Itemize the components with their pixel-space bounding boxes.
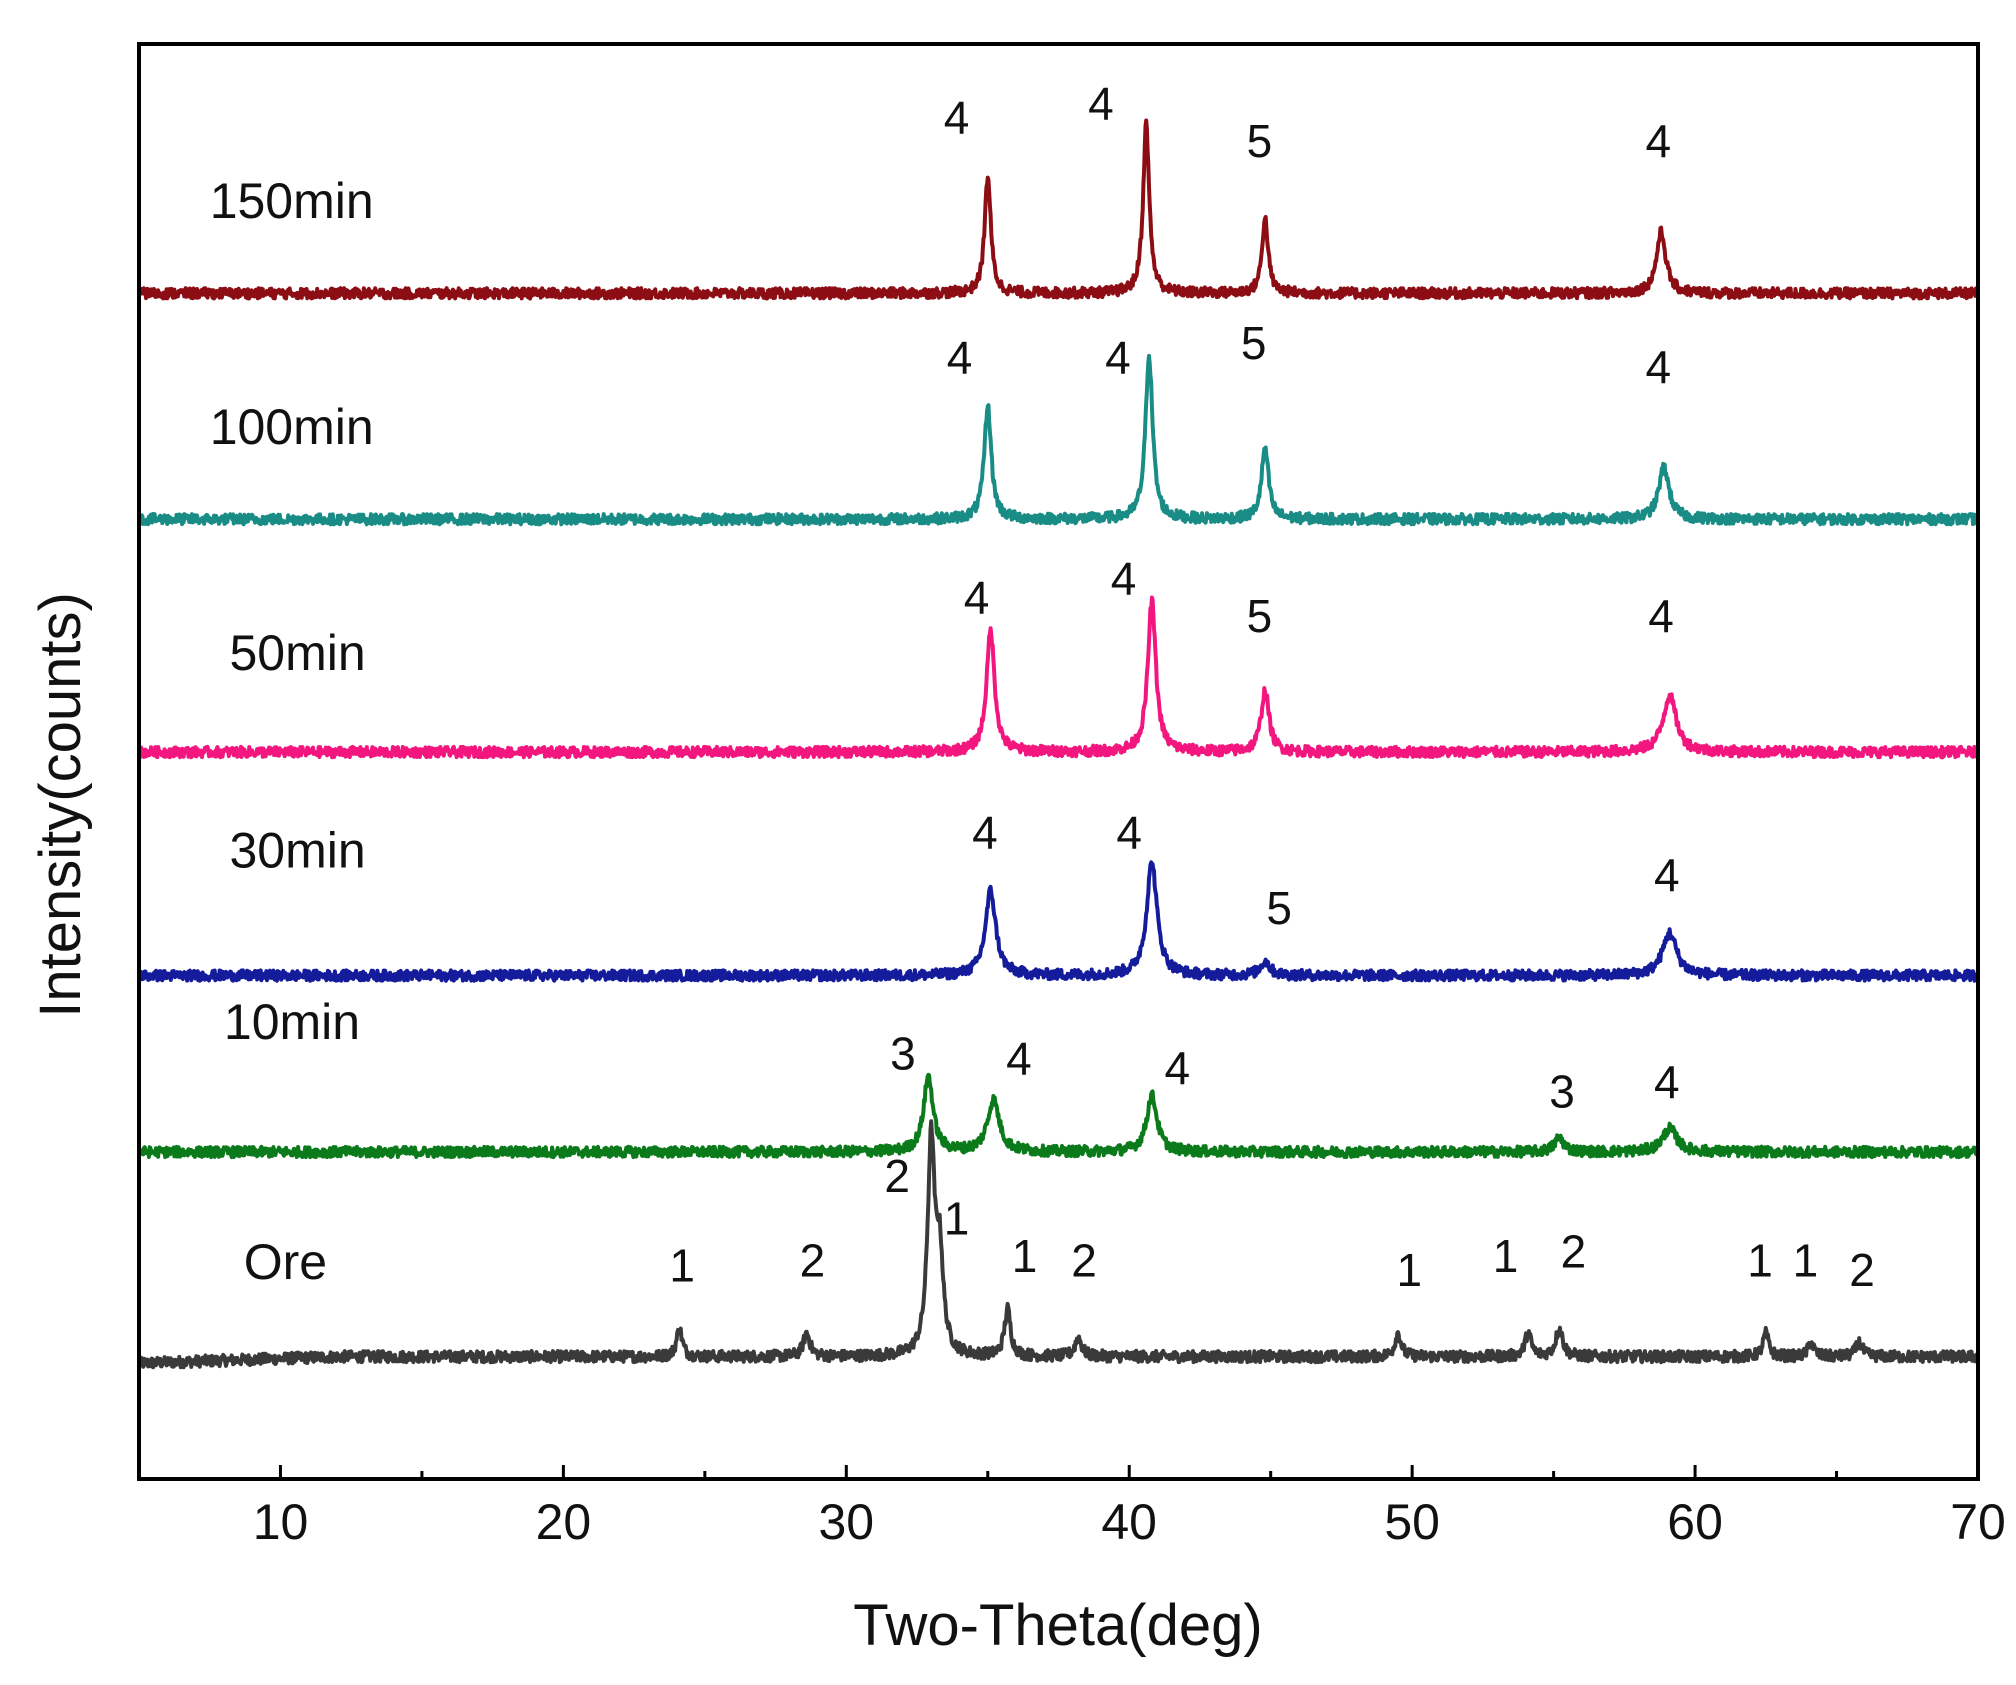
x-tick-label-70: 70 xyxy=(1950,1494,2006,1550)
peak-label-30min-2: 5 xyxy=(1266,882,1292,934)
series-line-10min xyxy=(137,1072,1980,1160)
peak-label-10min-4: 4 xyxy=(1654,1056,1680,1108)
peak-label-ore-11: 2 xyxy=(1849,1244,1875,1296)
peak-label-ore-6: 1 xyxy=(1397,1244,1423,1296)
plot-frame xyxy=(137,42,1980,1481)
peak-label-150min-3: 4 xyxy=(1646,115,1672,167)
peak-label-100min-3: 4 xyxy=(1646,341,1672,393)
peak-label-150min-2: 5 xyxy=(1247,115,1273,167)
x-tick-label-20: 20 xyxy=(536,1494,592,1550)
peak-label-50min-2: 5 xyxy=(1247,590,1273,642)
series-line-30min xyxy=(137,860,1980,983)
peak-label-150min-1: 4 xyxy=(1088,77,1114,129)
peak-label-ore-8: 2 xyxy=(1561,1225,1587,1277)
peak-label-ore-5: 2 xyxy=(1071,1235,1097,1287)
x-tick-label-30: 30 xyxy=(818,1494,874,1550)
series-label-100min: 100min xyxy=(210,399,374,455)
peak-label-ore-1: 2 xyxy=(800,1235,826,1287)
peak-label-ore-9: 1 xyxy=(1747,1235,1773,1287)
peak-label-10min-1: 4 xyxy=(1006,1032,1032,1084)
x-axis-label: Two-Theta(deg) xyxy=(853,1593,1262,1658)
series-label-ore: Ore xyxy=(244,1234,327,1290)
peak-label-ore-7: 1 xyxy=(1493,1230,1519,1282)
peak-label-30min-1: 4 xyxy=(1116,807,1142,859)
peak-label-30min-3: 4 xyxy=(1654,849,1680,901)
peak-label-ore-0: 1 xyxy=(669,1239,695,1291)
x-tick-label-40: 40 xyxy=(1101,1494,1157,1550)
series-line-ore xyxy=(137,1119,1980,1370)
x-axis: 10 20 30 40 50 60 70 xyxy=(137,1465,2006,1550)
peak-label-150min-0: 4 xyxy=(944,91,970,143)
peak-label-100min-2: 5 xyxy=(1241,317,1267,369)
peak-label-10min-2: 4 xyxy=(1165,1042,1191,1094)
series-label-30min: 30min xyxy=(230,822,366,878)
peak-label-ore-2: 2 xyxy=(884,1150,910,1202)
peak-label-50min-1: 4 xyxy=(1111,553,1137,605)
x-tick-label-50: 50 xyxy=(1384,1494,1440,1550)
peak-label-100min-1: 4 xyxy=(1105,331,1131,383)
peak-label-10min-3: 3 xyxy=(1549,1065,1575,1117)
peak-label-ore-3: 1 xyxy=(944,1192,970,1244)
series-line-50min xyxy=(137,595,1980,760)
y-axis-label: Intensity(counts) xyxy=(28,592,93,1018)
peak-label-10min-0: 3 xyxy=(890,1028,916,1080)
series-line-150min xyxy=(137,118,1980,301)
peak-label-50min-0: 4 xyxy=(964,571,990,623)
series-line-100min xyxy=(137,353,1980,527)
peak-label-100min-0: 4 xyxy=(947,331,973,383)
peak-label-ore-4: 1 xyxy=(1012,1230,1038,1282)
peak-label-30min-0: 4 xyxy=(972,807,998,859)
x-tick-label-10: 10 xyxy=(253,1494,309,1550)
series-layer xyxy=(137,118,1980,1370)
series-label-50min: 50min xyxy=(230,625,366,681)
series-label-150min: 150min xyxy=(210,173,374,229)
series-label-10min: 10min xyxy=(224,994,360,1050)
peak-label-50min-3: 4 xyxy=(1648,590,1674,642)
x-tick-label-60: 60 xyxy=(1667,1494,1723,1550)
peak-label-ore-10: 1 xyxy=(1793,1235,1819,1287)
